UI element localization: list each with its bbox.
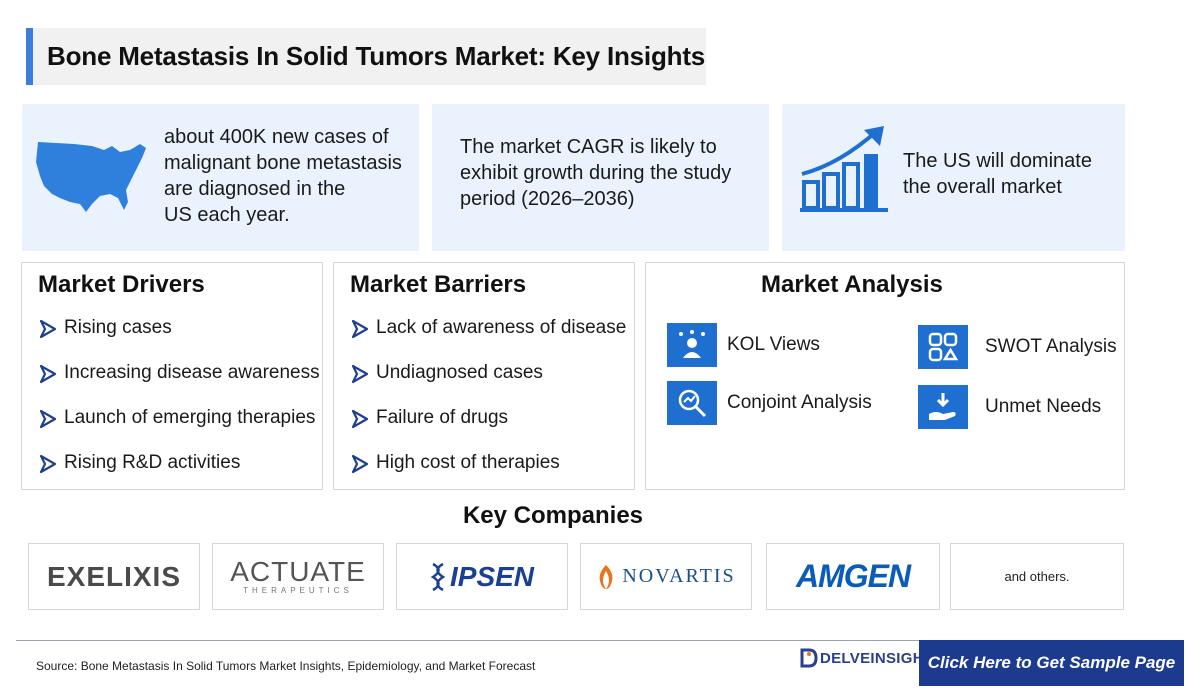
unmet-needs-icon bbox=[918, 385, 968, 429]
stat-text: The market CAGR is likely to exhibit gro… bbox=[460, 136, 732, 210]
get-sample-page-button[interactable]: Click Here to Get Sample Page bbox=[919, 640, 1184, 686]
page-title-bar: Bone Metastasis In Solid Tumors Market: … bbox=[26, 28, 706, 85]
chevron-right-icon bbox=[39, 364, 57, 384]
analysis-label: SWOT Analysis bbox=[985, 336, 1117, 357]
analysis-item-kol: KOL Views bbox=[667, 323, 820, 367]
list-item: Undiagnosed cases bbox=[350, 362, 626, 407]
list-item: High cost of therapies bbox=[350, 452, 626, 497]
market-analysis-panel: Market Analysis KOL Views SWOT Analysis … bbox=[645, 262, 1125, 490]
chevron-right-icon bbox=[351, 454, 369, 474]
list-item: Increasing disease awareness bbox=[38, 362, 320, 407]
list-item: Launch of emerging therapies bbox=[38, 407, 320, 452]
source-text: Source: Bone Metastasis In Solid Tumors … bbox=[36, 659, 536, 673]
brand-logo: DELVEINSIGHT bbox=[800, 648, 933, 668]
logo-ipsen: IPSEN bbox=[396, 543, 568, 610]
market-barriers-panel: Market Barriers Lack of awareness of dis… bbox=[333, 262, 635, 490]
novartis-flame-icon bbox=[599, 564, 613, 589]
list-item: Rising cases bbox=[38, 317, 320, 362]
analysis-item-conjoint: Conjoint Analysis bbox=[667, 381, 872, 425]
stat-box-us: The US will dominate the overall market bbox=[782, 104, 1125, 251]
swot-icon bbox=[918, 325, 968, 369]
analysis-label: Unmet Needs bbox=[985, 396, 1102, 417]
page-title: Bone Metastasis In Solid Tumors Market: … bbox=[47, 41, 706, 71]
chevron-right-icon bbox=[39, 409, 57, 429]
growth-chart-icon bbox=[800, 126, 888, 212]
stat-text: The US will dominate the overall market bbox=[903, 150, 1092, 198]
stat-text: about 400K new cases of malignant bone m… bbox=[164, 126, 402, 226]
analysis-item-swot: SWOT Analysis bbox=[918, 325, 1117, 369]
market-barriers-list: Lack of awareness of disease Undiagnosed… bbox=[350, 317, 626, 497]
chevron-right-icon bbox=[351, 364, 369, 384]
chevron-right-icon bbox=[351, 319, 369, 339]
list-item: Failure of drugs bbox=[350, 407, 626, 452]
logo-novartis: NOVARTIS bbox=[580, 543, 752, 610]
us-map-icon bbox=[36, 142, 146, 212]
kol-icon bbox=[667, 323, 717, 367]
analysis-label: Conjoint Analysis bbox=[727, 392, 872, 413]
logo-actuate: ACTUATE THERAPEUTICS bbox=[212, 543, 384, 610]
market-analysis-title: Market Analysis bbox=[761, 271, 943, 298]
market-drivers-list: Rising cases Increasing disease awarenes… bbox=[38, 317, 320, 497]
market-barriers-title: Market Barriers bbox=[350, 271, 527, 298]
list-item: Rising R&D activities bbox=[38, 452, 320, 497]
ipsen-helix-icon bbox=[430, 562, 446, 591]
chevron-right-icon bbox=[39, 454, 57, 474]
delveinsight-logo-icon bbox=[800, 648, 818, 668]
list-item: Lack of awareness of disease bbox=[350, 317, 626, 362]
market-drivers-panel: Market Drivers Rising cases Increasing d… bbox=[21, 262, 323, 490]
analysis-label: KOL Views bbox=[727, 334, 820, 355]
conjoint-icon bbox=[667, 381, 717, 425]
logo-amgen: AMGEN bbox=[766, 543, 940, 610]
analysis-item-unmet: Unmet Needs bbox=[918, 385, 1101, 429]
market-drivers-title: Market Drivers bbox=[38, 271, 205, 298]
brand-name: DELVEINSIGHT bbox=[820, 649, 934, 667]
stat-box-cases: about 400K new cases of malignant bone m… bbox=[22, 104, 419, 251]
chevron-right-icon bbox=[39, 319, 57, 339]
logo-others: and others. bbox=[950, 543, 1124, 610]
key-companies-title: Key Companies bbox=[462, 502, 644, 529]
logo-exelixis: EXELIXIS bbox=[28, 543, 200, 610]
footer-divider bbox=[16, 640, 1184, 641]
stat-box-cagr: The market CAGR is likely to exhibit gro… bbox=[432, 104, 769, 251]
chevron-right-icon bbox=[351, 409, 369, 429]
